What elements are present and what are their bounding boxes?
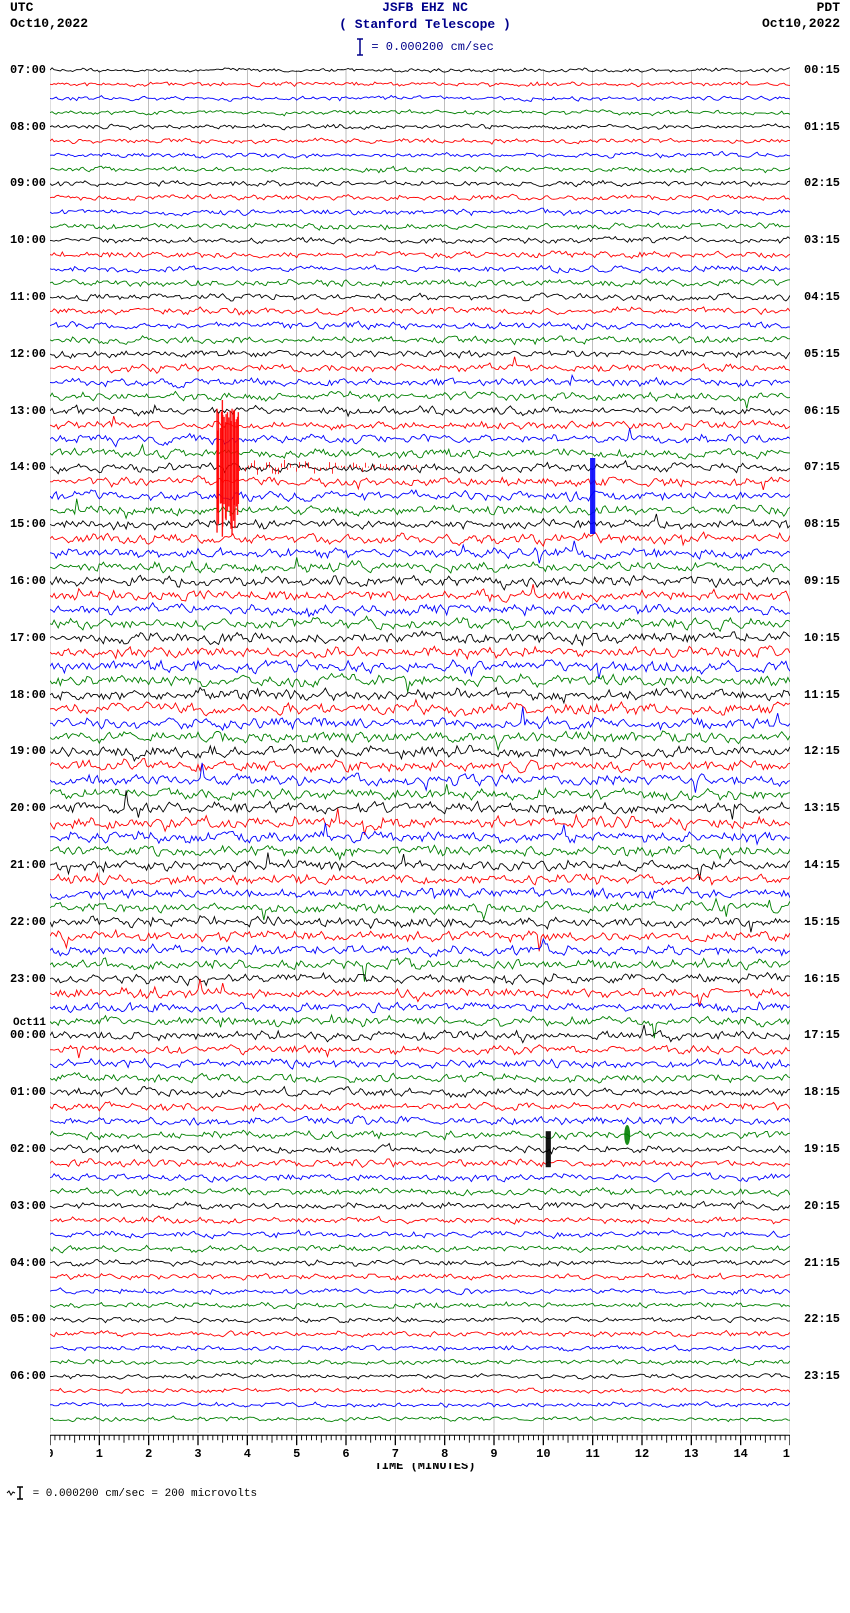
scale-text: = 0.000200 cm/sec bbox=[371, 40, 493, 54]
svg-text:0: 0 bbox=[50, 1447, 54, 1461]
utc-labels-column: 07:00 08:00 09:00 10:00 11:00 12:00 13:00 14:00… bbox=[0, 62, 50, 1463]
svg-text:14: 14 bbox=[733, 1447, 747, 1461]
pdt-hour-label: 02:15 bbox=[804, 177, 850, 189]
svg-text:11: 11 bbox=[585, 1447, 599, 1461]
svg-text:12: 12 bbox=[635, 1447, 649, 1461]
seismogram-container: UTC Oct10,2022 JSFB EHZ NC ( Stanford Te… bbox=[0, 0, 850, 1509]
seismogram-svg: 0123456789101112131415 bbox=[50, 62, 790, 1463]
utc-hour-label: 10:00 bbox=[0, 234, 46, 246]
left-date: Oct10,2022 bbox=[10, 16, 100, 32]
svg-text:10: 10 bbox=[536, 1447, 550, 1461]
pdt-hour-label: 10:15 bbox=[804, 632, 850, 644]
utc-day-rollover: Oct11 bbox=[13, 1017, 46, 1029]
svg-text:15: 15 bbox=[783, 1447, 790, 1461]
header-right: PDT Oct10,2022 bbox=[750, 0, 840, 34]
pdt-hour-label: 18:15 bbox=[804, 1086, 850, 1098]
pdt-hour-label: 01:15 bbox=[804, 121, 850, 133]
header: UTC Oct10,2022 JSFB EHZ NC ( Stanford Te… bbox=[0, 0, 850, 34]
pdt-hour-label: 21:15 bbox=[804, 1257, 850, 1269]
header-left: UTC Oct10,2022 bbox=[10, 0, 100, 34]
pdt-hour-label: 09:15 bbox=[804, 575, 850, 587]
pdt-hour-label: 00:15 bbox=[804, 64, 850, 76]
utc-hour-label: 20:00 bbox=[0, 802, 46, 814]
right-date: Oct10,2022 bbox=[750, 16, 840, 32]
utc-hour-label: 05:00 bbox=[0, 1313, 46, 1325]
left-tz: UTC bbox=[10, 0, 100, 16]
plot-area: 0123456789101112131415 bbox=[50, 62, 800, 1463]
utc-hour-label: 16:00 bbox=[0, 575, 46, 587]
svg-text:1: 1 bbox=[96, 1447, 103, 1461]
plot-wrap: 07:00 08:00 09:00 10:00 11:00 12:00 13:00 14:00… bbox=[0, 62, 850, 1463]
station-location: ( Stanford Telescope ) bbox=[100, 17, 750, 34]
utc-hour-label: 21:00 bbox=[0, 859, 46, 871]
scale-indicator: = 0.000200 cm/sec bbox=[0, 38, 850, 56]
pdt-hour-label: 15:15 bbox=[804, 916, 850, 928]
svg-text:5: 5 bbox=[293, 1447, 300, 1461]
svg-text:13: 13 bbox=[684, 1447, 698, 1461]
svg-text:7: 7 bbox=[392, 1447, 399, 1461]
pdt-hour-label: 16:15 bbox=[804, 973, 850, 985]
pdt-hour-label: 12:15 bbox=[804, 745, 850, 757]
utc-hour-label: 13:00 bbox=[0, 405, 46, 417]
footer-text: = 0.000200 cm/sec = 200 microvolts bbox=[33, 1488, 257, 1500]
pdt-hour-label: 08:15 bbox=[804, 518, 850, 530]
utc-hour-label: 03:00 bbox=[0, 1200, 46, 1212]
utc-hour-label: 17:00 bbox=[0, 632, 46, 644]
pdt-hour-label: 20:15 bbox=[804, 1200, 850, 1212]
scale-bar-icon bbox=[356, 38, 364, 56]
svg-text:2: 2 bbox=[145, 1447, 152, 1461]
svg-text:8: 8 bbox=[441, 1447, 448, 1461]
pdt-hour-label: 06:15 bbox=[804, 405, 850, 417]
utc-hour-label: 07:00 bbox=[0, 64, 46, 76]
utc-hour-label: 01:00 bbox=[0, 1086, 46, 1098]
pdt-hour-label: 17:15 bbox=[804, 1029, 850, 1041]
pdt-hour-label: 05:15 bbox=[804, 348, 850, 360]
footer-scale-icon bbox=[6, 1485, 26, 1501]
utc-hour-label: 04:00 bbox=[0, 1257, 46, 1269]
utc-hour-label: 06:00 bbox=[0, 1370, 46, 1382]
utc-hour-label: 09:00 bbox=[0, 177, 46, 189]
utc-hour-label: 15:00 bbox=[0, 518, 46, 530]
pdt-hour-label: 07:15 bbox=[804, 461, 850, 473]
utc-hour-label: 11:00 bbox=[0, 291, 46, 303]
svg-text:3: 3 bbox=[194, 1447, 201, 1461]
utc-hour-label: 23:00 bbox=[0, 973, 46, 985]
pdt-hour-label: 19:15 bbox=[804, 1143, 850, 1155]
pdt-hour-label: 03:15 bbox=[804, 234, 850, 246]
pdt-hour-label: 13:15 bbox=[804, 802, 850, 814]
right-tz: PDT bbox=[750, 0, 840, 16]
svg-text:6: 6 bbox=[342, 1447, 349, 1461]
header-center: JSFB EHZ NC ( Stanford Telescope ) bbox=[100, 0, 750, 34]
footer: = 0.000200 cm/sec = 200 microvolts bbox=[0, 1473, 850, 1509]
pdt-hour-label: 14:15 bbox=[804, 859, 850, 871]
svg-text:4: 4 bbox=[244, 1447, 251, 1461]
pdt-hour-label: 04:15 bbox=[804, 291, 850, 303]
pdt-hour-label: 11:15 bbox=[804, 689, 850, 701]
utc-hour-label: 02:00 bbox=[0, 1143, 46, 1155]
utc-hour-label: 00:00 bbox=[0, 1029, 46, 1041]
utc-hour-label: 22:00 bbox=[0, 916, 46, 928]
utc-hour-label: 14:00 bbox=[0, 461, 46, 473]
utc-hour-label: 19:00 bbox=[0, 745, 46, 757]
utc-hour-label: 08:00 bbox=[0, 121, 46, 133]
pdt-labels-column: 00:15 01:15 02:15 03:15 04:15 05:15 06:15 07:15… bbox=[800, 62, 850, 1463]
utc-hour-label: 18:00 bbox=[0, 689, 46, 701]
station-code: JSFB EHZ NC bbox=[100, 0, 750, 17]
svg-text:9: 9 bbox=[490, 1447, 497, 1461]
utc-hour-label: 12:00 bbox=[0, 348, 46, 360]
pdt-hour-label: 22:15 bbox=[804, 1313, 850, 1325]
pdt-hour-label: 23:15 bbox=[804, 1370, 850, 1382]
